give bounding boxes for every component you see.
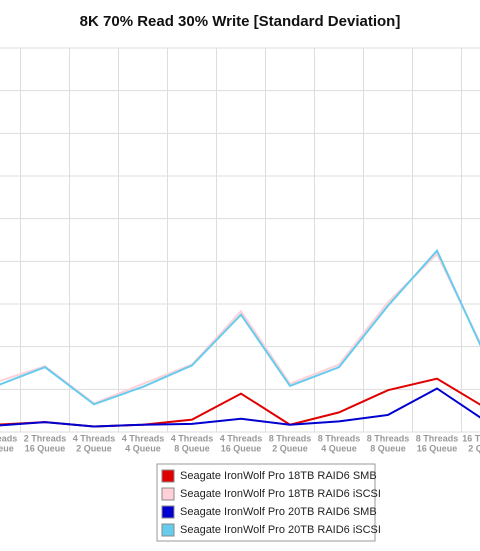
x-tick-label: 8 Threads [416, 433, 459, 443]
x-tick-label: 4 Threads [171, 433, 214, 443]
x-tick-label: 8 Queue [174, 443, 210, 453]
legend-label: Seagate IronWolf Pro 18TB RAID6 iSCSI [180, 488, 381, 500]
x-tick-label: 8 Threads [367, 433, 410, 443]
x-tick-label: 16 Queue [417, 443, 458, 453]
x-tick-label: 16 Queue [221, 443, 262, 453]
x-tick-label: 8 Threads [269, 433, 312, 443]
x-tick-label: 16 Queue [25, 443, 66, 453]
x-tick-label: 4 Threads [220, 433, 263, 443]
x-tick-label: 8 Queue [370, 443, 406, 453]
legend-label: Seagate IronWolf Pro 18TB RAID6 SMB [180, 470, 377, 482]
x-tick-label: 2 Queue [76, 443, 112, 453]
x-tick-label: 16 Threads [462, 433, 480, 443]
series-line [0, 387, 480, 428]
legend-box [156, 463, 376, 542]
legend-swatch [161, 487, 175, 501]
legend-label: Seagate IronWolf Pro 20TB RAID6 SMB [180, 506, 377, 518]
legend-swatch [161, 469, 175, 483]
x-tick-label: 8 Threads [318, 433, 361, 443]
legend-swatch [161, 523, 175, 537]
x-tick-label: 2 Queue [272, 443, 308, 453]
x-tick-label: 4 Queue [125, 443, 161, 453]
x-tick-label: 8 Queue [0, 443, 14, 453]
x-tick-label: 4 Threads [73, 433, 116, 443]
x-tick-label: 2 Threads [24, 433, 67, 443]
x-tick-label: 2 Queue [468, 443, 480, 453]
legend-swatch [161, 505, 175, 519]
x-tick-label: 4 Queue [321, 443, 357, 453]
chart-title: 8K 70% Read 30% Write [Standard Deviatio… [80, 13, 401, 30]
x-tick-label: 2 Threads [0, 433, 17, 443]
series-line [0, 248, 480, 406]
x-tick-label: 4 Threads [122, 433, 165, 443]
legend-label: Seagate IronWolf Pro 20TB RAID6 iSCSI [180, 524, 381, 536]
series-line [0, 252, 480, 405]
